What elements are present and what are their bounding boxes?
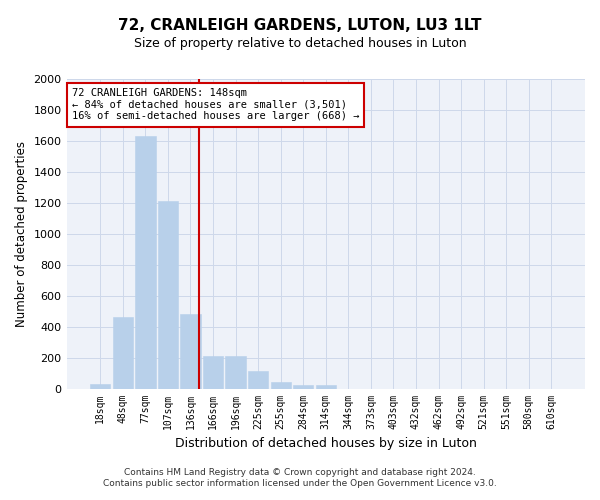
Bar xyxy=(181,314,200,388)
Bar xyxy=(203,356,223,388)
Bar xyxy=(316,386,336,388)
Bar xyxy=(248,371,268,388)
Bar xyxy=(226,356,246,388)
Bar xyxy=(293,384,313,388)
Bar xyxy=(158,202,178,388)
Bar xyxy=(113,318,133,388)
Text: Contains HM Land Registry data © Crown copyright and database right 2024.
Contai: Contains HM Land Registry data © Crown c… xyxy=(103,468,497,487)
Bar xyxy=(90,384,110,388)
Text: 72, CRANLEIGH GARDENS, LUTON, LU3 1LT: 72, CRANLEIGH GARDENS, LUTON, LU3 1LT xyxy=(118,18,482,32)
Bar xyxy=(271,382,291,388)
Text: 72 CRANLEIGH GARDENS: 148sqm
← 84% of detached houses are smaller (3,501)
16% of: 72 CRANLEIGH GARDENS: 148sqm ← 84% of de… xyxy=(72,88,359,122)
Y-axis label: Number of detached properties: Number of detached properties xyxy=(15,141,28,327)
X-axis label: Distribution of detached houses by size in Luton: Distribution of detached houses by size … xyxy=(175,437,477,450)
Bar xyxy=(135,136,155,388)
Text: Size of property relative to detached houses in Luton: Size of property relative to detached ho… xyxy=(134,38,466,51)
